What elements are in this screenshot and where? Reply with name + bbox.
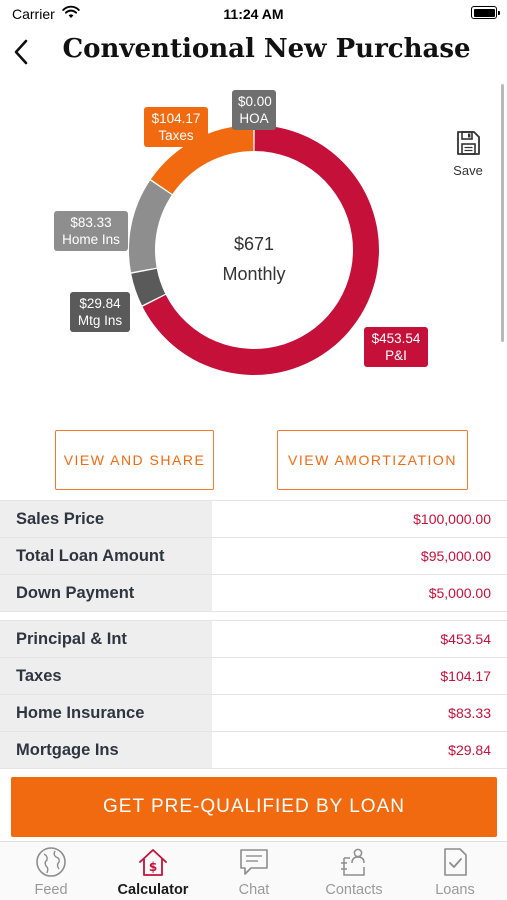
tab-bar: Feed $ Calculator Chat Contacts (0, 841, 507, 900)
tab-chat[interactable]: Chat (204, 844, 304, 900)
monthly-payment-donut-chart (129, 125, 379, 375)
battery-icon (471, 6, 500, 19)
page-title: Conventional New Purchase (62, 34, 471, 64)
row-label: Taxes (0, 658, 212, 694)
taxes-tag-name: Taxes (158, 128, 194, 143)
mtg-ins-tag: $29.84 Mtg Ins (70, 292, 130, 332)
globe-icon (36, 847, 66, 877)
home-ins-tag: $83.33 Home Ins (54, 211, 128, 251)
scroll-indicator[interactable] (501, 84, 504, 342)
row-label: Total Loan Amount (0, 538, 212, 574)
floppy-disk-icon (457, 131, 480, 155)
table-row: Total Loan Amount $95,000.00 (0, 538, 507, 575)
group-separator (0, 612, 507, 621)
save-button[interactable]: Save (448, 130, 488, 182)
row-value: $83.33 (448, 705, 491, 721)
save-label: Save (453, 163, 483, 178)
donut-slice-home-ins (129, 180, 172, 273)
donut-slice-taxes (150, 125, 254, 195)
row-label: Sales Price (0, 501, 212, 537)
donut-center-caption: Monthly (222, 264, 286, 284)
pi-tag: $453.54 P&I (364, 327, 428, 367)
table-row: Mortgage Ins $29.84 (0, 732, 507, 769)
hoa-tag-name: HOA (239, 111, 269, 126)
row-value: $453.54 (440, 631, 491, 647)
tab-calculator[interactable]: $ Calculator (103, 844, 203, 900)
home-ins-tag-value: $83.33 (70, 215, 112, 230)
tab-loans-label: Loans (435, 882, 475, 898)
house-dollar-icon: $ (139, 849, 167, 876)
donut-slice-mtg-ins (131, 268, 166, 306)
chat-bubble-icon (240, 849, 268, 875)
row-value: $100,000.00 (413, 511, 491, 527)
svg-text:$: $ (149, 860, 157, 874)
back-button[interactable] (10, 36, 34, 68)
carrier-label: Carrier (12, 6, 55, 22)
row-label: Principal & Int (0, 621, 212, 657)
table-row: Principal & Int $453.54 (0, 621, 507, 658)
table-row: Taxes $104.17 (0, 658, 507, 695)
document-check-icon (444, 848, 467, 876)
hoa-tag-value: $0.00 (238, 94, 272, 109)
contacts-icon (341, 848, 365, 876)
home-ins-tag-name: Home Ins (62, 232, 120, 247)
chevron-left-icon (14, 39, 28, 65)
tab-chat-label: Chat (238, 882, 270, 898)
tab-loans[interactable]: Loans (405, 844, 505, 900)
mtg-ins-tag-name: Mtg Ins (77, 313, 123, 328)
status-time: 11:24 AM (223, 6, 284, 22)
tab-feed[interactable]: Feed (1, 844, 101, 900)
row-label: Home Insurance (0, 695, 212, 731)
mtg-ins-tag-value: $29.84 (79, 296, 121, 311)
table-row: Home Insurance $83.33 (0, 695, 507, 732)
tab-calculator-label: Calculator (117, 882, 189, 898)
taxes-tag: $104.17 Taxes (144, 107, 208, 147)
tab-contacts[interactable]: Contacts (304, 844, 404, 900)
row-value: $95,000.00 (420, 548, 491, 564)
hoa-tag: $0.00 HOA (232, 90, 276, 130)
wifi-icon (62, 5, 80, 18)
row-value: $29.84 (448, 742, 491, 758)
view-amortization-button[interactable]: VIEW AMORTIZATION (277, 430, 468, 490)
rows-divider (0, 500, 507, 501)
row-label: Mortgage Ins (0, 732, 212, 768)
view-and-share-button[interactable]: VIEW AND SHARE (55, 430, 214, 490)
row-value: $5,000.00 (428, 585, 491, 601)
pi-tag-value: $453.54 (371, 331, 421, 346)
row-label: Down Payment (0, 575, 212, 611)
tab-feed-label: Feed (34, 882, 68, 898)
row-value: $104.17 (440, 668, 491, 684)
taxes-tag-value: $104.17 (151, 111, 201, 126)
tab-contacts-label: Contacts (325, 882, 383, 898)
get-pre-qualified-button[interactable]: GET PRE-QUALIFIED BY LOAN (11, 777, 497, 837)
status-bar: Carrier 11:24 AM (0, 0, 507, 28)
pi-tag-name: P&I (385, 348, 407, 363)
table-row: Down Payment $5,000.00 (0, 575, 507, 612)
table-row: Sales Price $100,000.00 (0, 501, 507, 538)
donut-center-value: $671 (233, 234, 275, 254)
